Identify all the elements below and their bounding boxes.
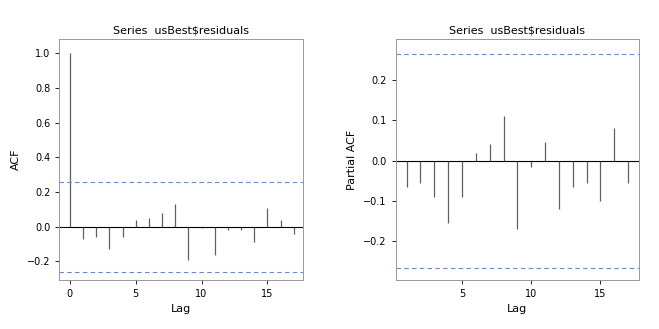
Title: Series  usBest$residuals: Series usBest$residuals — [449, 26, 585, 36]
Y-axis label: Partial ACF: Partial ACF — [347, 129, 357, 190]
X-axis label: Lag: Lag — [507, 304, 527, 314]
Title: Series  usBest$residuals: Series usBest$residuals — [113, 26, 249, 36]
Y-axis label: ACF: ACF — [11, 149, 21, 170]
X-axis label: Lag: Lag — [171, 304, 191, 314]
